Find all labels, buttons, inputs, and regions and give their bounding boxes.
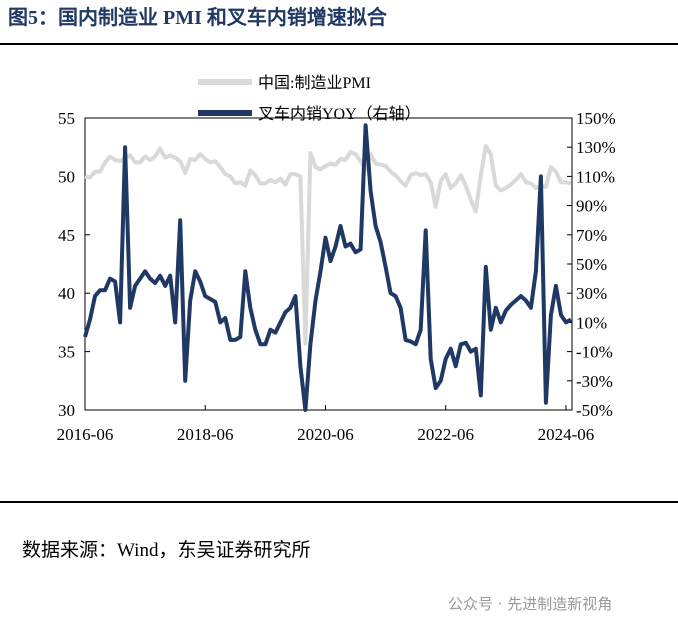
x-tick-label: 2016-06 xyxy=(57,425,114,444)
legend-label: 中国:制造业PMI xyxy=(258,74,371,92)
series-line xyxy=(83,123,573,412)
watermark: 公众号 · 先进制造新视角 xyxy=(448,595,612,613)
y2-tick-label: 150% xyxy=(576,109,616,128)
x-tick-label: 2020-06 xyxy=(297,425,354,444)
y2-tick-label: 90% xyxy=(576,197,607,216)
y2-tick-label: 50% xyxy=(576,255,607,274)
y2-tick-label: -50% xyxy=(576,401,613,420)
y-tick-label: 55 xyxy=(58,109,75,128)
y-tick-label: 45 xyxy=(58,226,75,245)
legend-label: 叉车内销YOY（右轴） xyxy=(258,105,421,123)
chart-title: 图5：国内制造业 PMI 和叉车内销增速拟合 xyxy=(8,5,388,29)
x-tick-label: 2024-06 xyxy=(538,425,595,444)
x-tick-label: 2022-06 xyxy=(417,425,474,444)
source: 数据来源：Wind，东吴证券研究所 xyxy=(22,539,310,561)
y-tick-label: 35 xyxy=(58,343,75,362)
plot-frame xyxy=(84,117,573,411)
y2-tick-label: 130% xyxy=(576,138,616,157)
series-line xyxy=(84,144,572,346)
y-tick-label: 40 xyxy=(58,284,75,303)
y-tick-label: 50 xyxy=(58,167,75,186)
y-tick-label: 30 xyxy=(58,401,75,420)
y2-tick-label: 30% xyxy=(576,284,607,303)
y2-tick-label: -10% xyxy=(576,343,613,362)
y2-tick-label: 70% xyxy=(576,226,607,245)
x-tick-label: 2018-06 xyxy=(177,425,234,444)
y2-tick-label: 110% xyxy=(576,167,615,186)
y2-tick-label: 10% xyxy=(576,313,607,332)
y2-tick-label: -30% xyxy=(576,372,613,391)
